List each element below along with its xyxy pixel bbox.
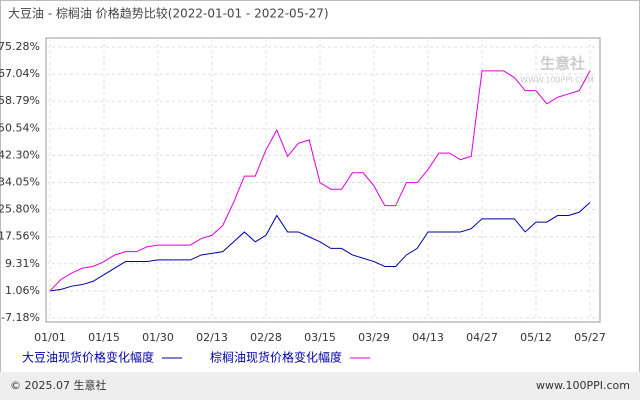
x-tick-label: 04/27: [466, 331, 498, 344]
y-tick-label: 25.80%: [0, 203, 40, 216]
x-tick-label: 03/15: [304, 331, 336, 344]
y-tick-label: 17.56%: [0, 230, 40, 243]
watermark-url: WWW.100PPI.COM: [520, 76, 594, 85]
y-tick-label: 75.28%: [0, 40, 40, 53]
y-tick-label: 42.30%: [0, 148, 40, 161]
watermark: 生意社: [540, 55, 585, 73]
x-tick-label: 04/13: [412, 331, 444, 344]
y-tick-label: 9.31%: [5, 257, 40, 270]
x-tick-label: 02/28: [250, 331, 282, 344]
legend-label: 棕榈油现货价格变化幅度: [210, 350, 342, 365]
y-tick-label: 50.54%: [0, 121, 40, 134]
x-tick-label: 02/13: [196, 331, 228, 344]
y-tick-label: -7.18%: [1, 311, 40, 324]
series-line: [49, 202, 591, 292]
y-tick-label: 67.04%: [0, 67, 40, 80]
x-tick-label: 01/30: [142, 331, 174, 344]
y-tick-label: 1.06%: [5, 284, 40, 297]
plot-area: [45, 37, 601, 323]
series-line: [49, 70, 591, 292]
x-tick-label: 03/29: [358, 331, 390, 344]
x-tick-label: 05/12: [520, 331, 552, 344]
x-tick-label: 05/27: [574, 331, 606, 344]
footer-left: © 2025.07 生意社: [10, 378, 106, 392]
chart-title: 大豆油 - 棕榈油 价格趋势比较(2022-01-01 - 2022-05-27…: [8, 6, 329, 21]
legend-label: 大豆油现货价格变化幅度: [22, 350, 154, 365]
y-tick-label: 34.05%: [0, 176, 40, 189]
x-tick-label: 01/15: [88, 331, 120, 344]
footer-bar: [0, 372, 640, 400]
y-tick-label: 58.79%: [0, 94, 40, 107]
x-tick-label: 01/01: [34, 331, 66, 344]
footer-right: www.100PPI.com: [536, 379, 630, 392]
